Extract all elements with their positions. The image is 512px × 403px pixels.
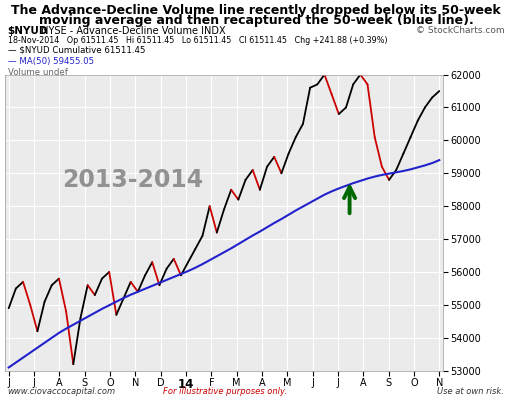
Text: 18-Nov-2014   Op 61511.45   Hi 61511.45   Lo 61511.45   Cl 61511.45   Chg +241.8: 18-Nov-2014 Op 61511.45 Hi 61511.45 Lo 6… [8,36,387,45]
Text: moving average and then recaptured the 50-week (blue line).: moving average and then recaptured the 5… [38,14,474,27]
Text: $NYUD: $NYUD [8,26,48,36]
Text: — $NYUD Cumulative 61511.45: — $NYUD Cumulative 61511.45 [8,46,145,54]
Text: The Advance-Decline Volume line recently dropped below its 50-week: The Advance-Decline Volume line recently… [11,4,501,17]
Text: Use at own risk.: Use at own risk. [437,387,504,396]
Text: NYSE - Advance-Decline Volume INDX: NYSE - Advance-Decline Volume INDX [38,26,226,36]
Text: © StockCharts.com: © StockCharts.com [416,26,504,35]
Text: Volume undef: Volume undef [8,68,68,77]
Text: — MA(50) 59455.05: — MA(50) 59455.05 [8,57,94,66]
Text: www.ciovaccocapital.com: www.ciovaccocapital.com [8,387,116,396]
Text: 2013-2014: 2013-2014 [62,168,203,192]
Text: For illustrative purposes only.: For illustrative purposes only. [163,387,287,396]
